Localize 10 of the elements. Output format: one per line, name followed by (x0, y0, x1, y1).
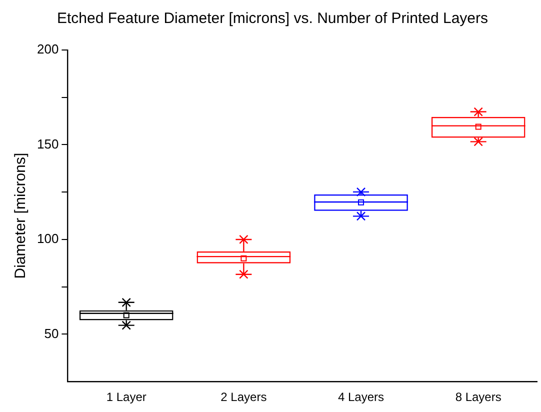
x-tick-label: 4 Layers (338, 390, 384, 404)
x-tick-label: 1 Layer (106, 390, 146, 404)
y-tick-label: 50 (44, 326, 59, 341)
y-tick-label: 200 (36, 42, 59, 57)
y-tick-label: 150 (36, 136, 59, 152)
x-tick-label: 8 Layers (455, 390, 502, 404)
x-tick-label: 2 Layers (220, 390, 267, 404)
chart-title: Etched Feature Diameter [microns] vs. Number of Printed Layers (56, 10, 488, 28)
y-tick-label: 100 (36, 231, 59, 246)
y-axis-title: Diameter [microns] (12, 152, 30, 279)
